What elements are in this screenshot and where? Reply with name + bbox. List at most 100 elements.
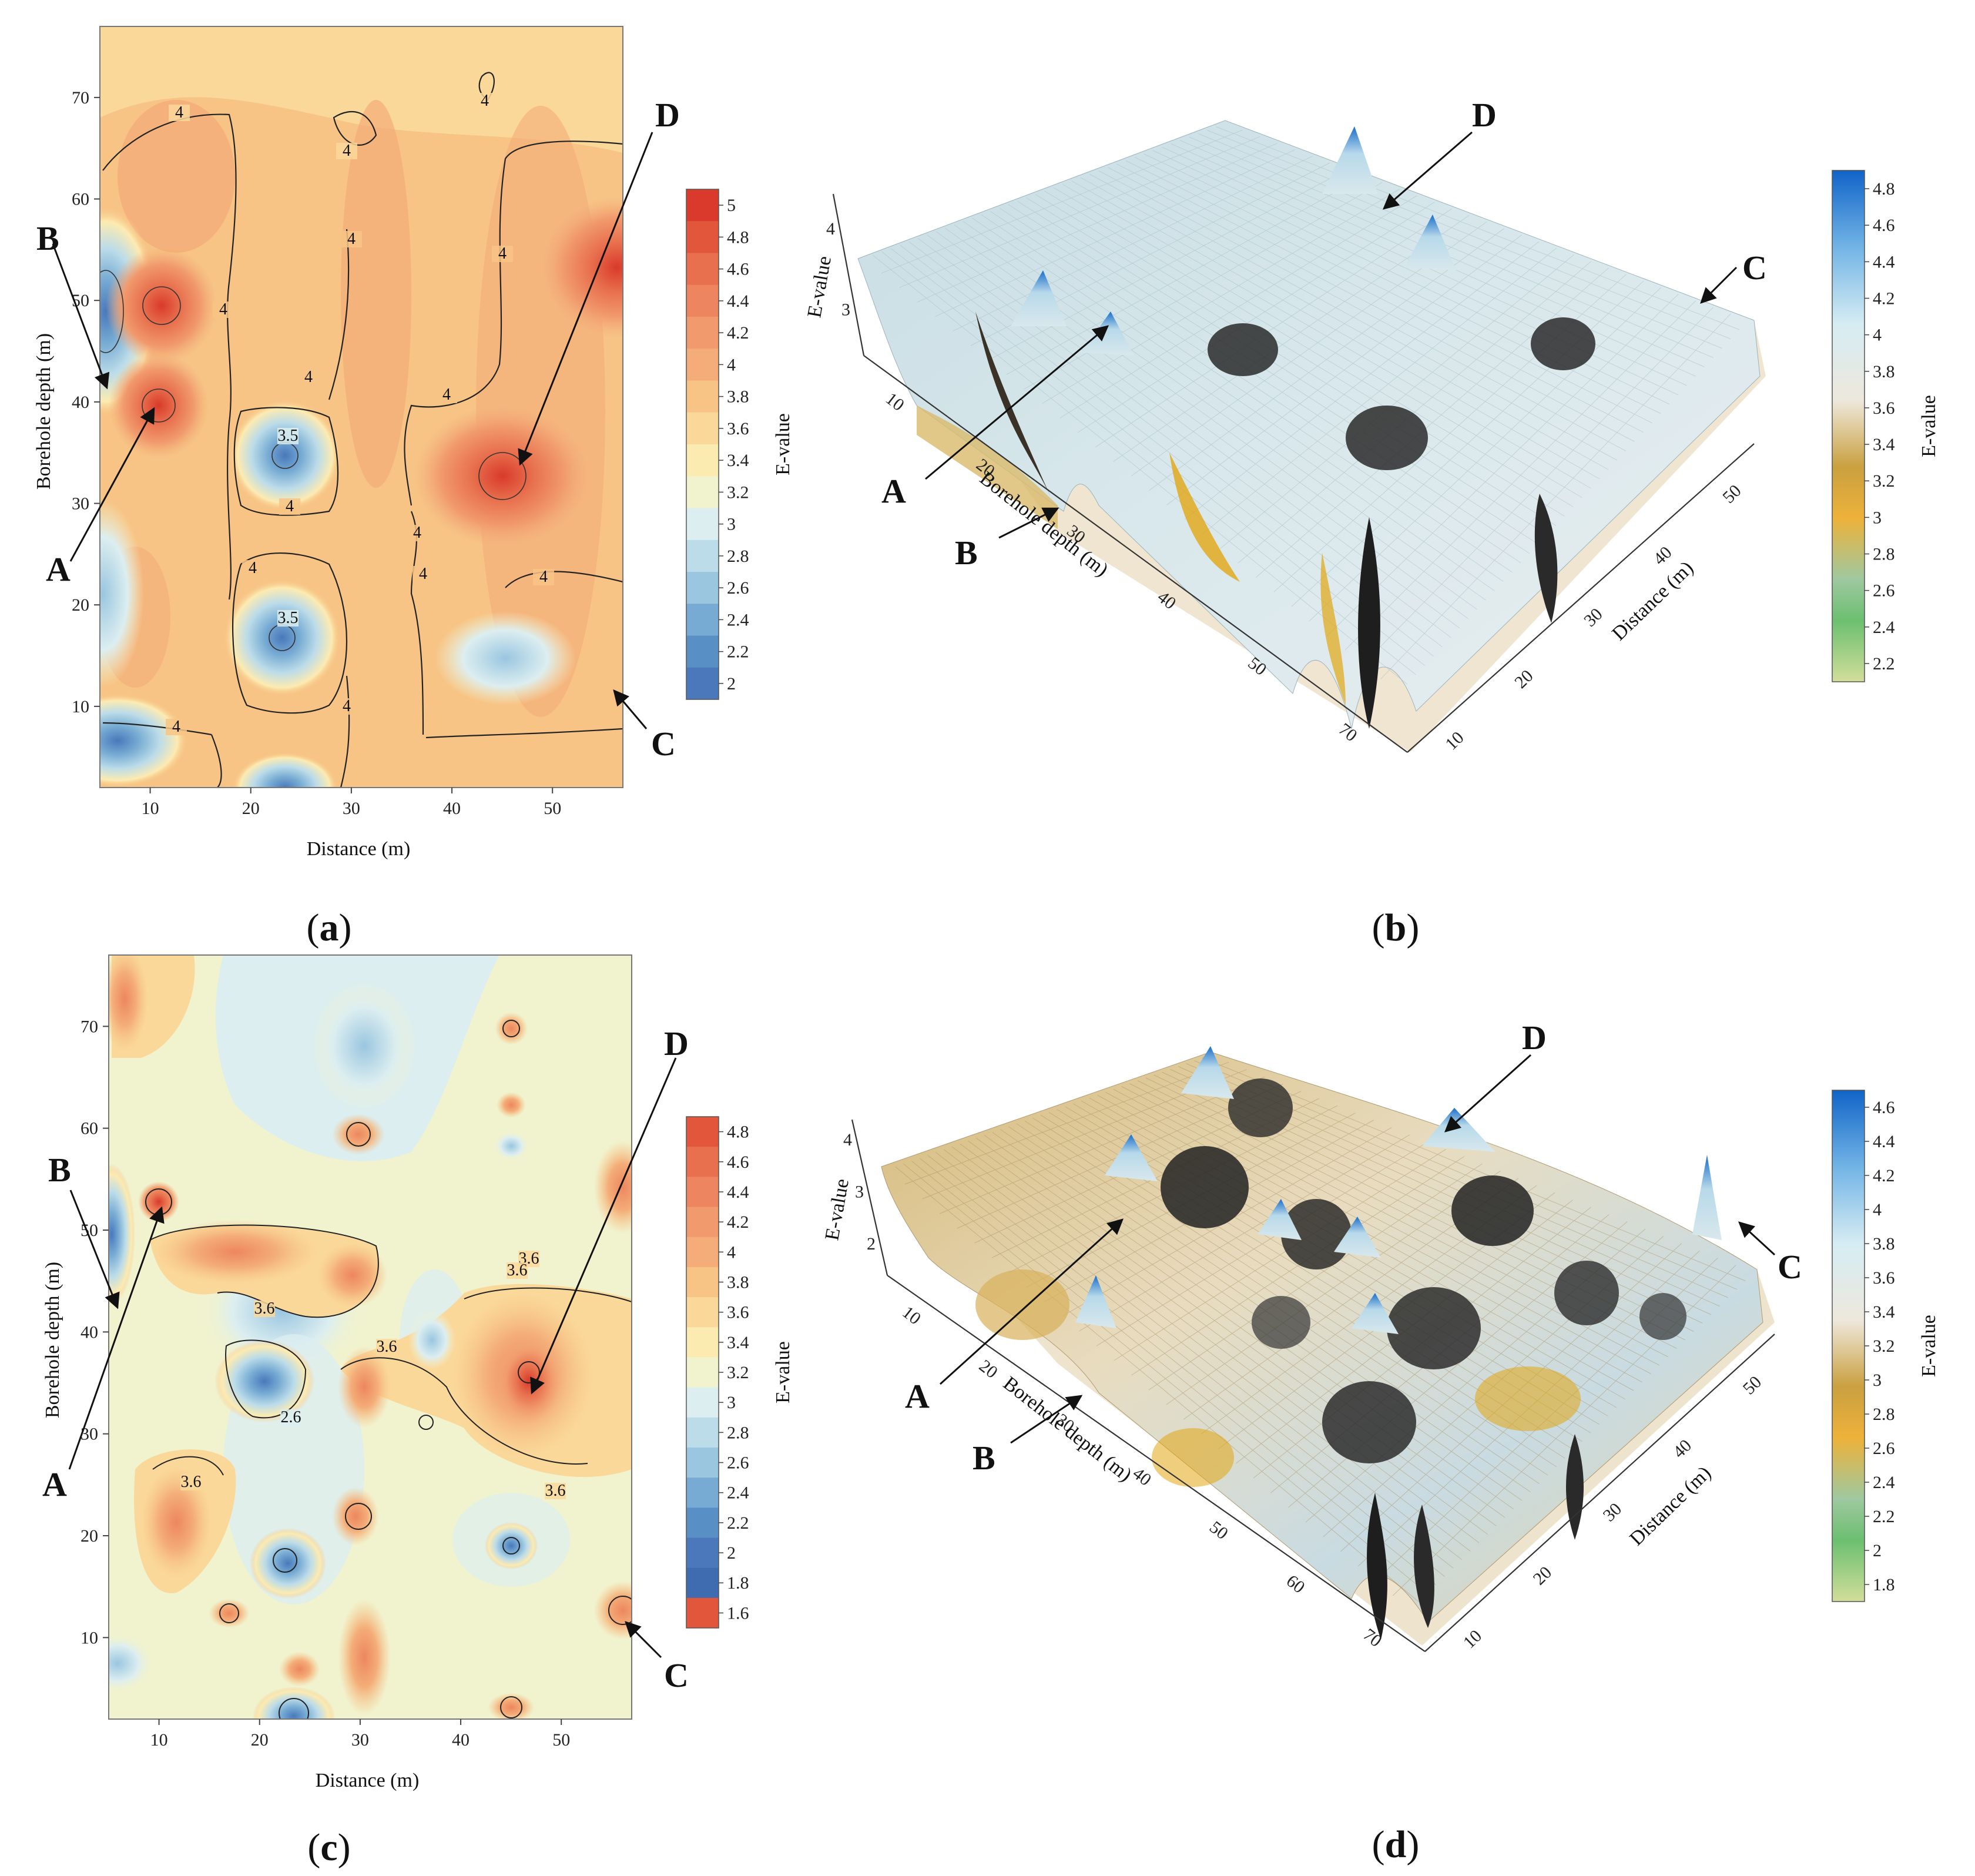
- colorbar-band: [686, 1177, 719, 1208]
- contour-label: 3.5: [278, 609, 299, 627]
- colorbar-band: [686, 1147, 719, 1177]
- mesh-line: [1113, 1089, 1651, 1374]
- colorbar-tick-label: 1.8: [1873, 1575, 1895, 1594]
- colorbar-band: [686, 1567, 719, 1599]
- z-tick-label: 3: [855, 1182, 864, 1202]
- colorbar-tick-label: 2.8: [1873, 1405, 1895, 1424]
- mesh-line: [1024, 182, 1383, 390]
- y-tick-label: 20: [81, 1526, 98, 1546]
- pits-b: [975, 311, 1595, 729]
- colorbar-tick-label: 4: [727, 355, 736, 374]
- colorbar-tick-label: 2.2: [727, 1513, 749, 1533]
- colorbar-b: 4.8 4.6 4.4 4.2 4 3.8 3.6 3.4 3.2 3 2.8 2.6 2.4 2.2 E-…: [1832, 170, 1940, 682]
- colorbar-band: [686, 604, 719, 636]
- contour-label-bg: [413, 566, 434, 582]
- callout-d-A: A: [905, 1377, 930, 1415]
- mesh-line: [1114, 1148, 1447, 1361]
- colorbar-tick-label: 3.4: [727, 1333, 749, 1352]
- colorbar-tick-label: 2.4: [1873, 618, 1895, 637]
- contour-label: 3.6: [545, 1482, 566, 1500]
- colorbar-tick-label: 2.2: [727, 642, 749, 662]
- contour-label-bg: [254, 1301, 275, 1317]
- callout-d-D: D: [1522, 1019, 1547, 1057]
- y-tick-label: 40: [81, 1322, 98, 1342]
- mesh-line: [1042, 189, 1400, 404]
- colorbar-band: [686, 1417, 719, 1448]
- colorbar-tick-label: 4.8: [727, 227, 749, 247]
- contour-label: 4: [419, 565, 427, 583]
- mesh-line: [943, 1149, 1471, 1552]
- colorbar-tick-label: 1.6: [727, 1603, 749, 1623]
- colorbar-band: [686, 1508, 719, 1538]
- mesh-line: [903, 1163, 1428, 1594]
- contour-label-bg: [492, 246, 513, 262]
- x-tick-label: 40: [452, 1730, 470, 1750]
- colorbar-band: [686, 1357, 719, 1388]
- x-tick-label: 20: [251, 1730, 269, 1750]
- callout-b-B: B: [955, 534, 978, 572]
- surface-grid-b: [873, 126, 1740, 685]
- x-axis-title-d: Distance (m): [1625, 1462, 1715, 1550]
- mesh-line: [939, 1076, 1265, 1214]
- mesh-line: [984, 1135, 1514, 1509]
- contour-label: 4: [498, 244, 507, 263]
- colorbar-tick-label: 4: [1873, 1200, 1882, 1220]
- colorbar-tick-label: 3.4: [1873, 435, 1895, 454]
- plot-frame-a: [99, 26, 623, 788]
- z-tick-label: 2: [867, 1234, 876, 1254]
- colorbar-tick-label: 2.6: [1873, 1439, 1895, 1458]
- contour-label: 2.6: [281, 1408, 301, 1426]
- callout-d-B: B: [973, 1439, 995, 1477]
- mesh-line: [1148, 1163, 1483, 1391]
- contour-label-bg: [376, 1339, 397, 1355]
- colorbar-tick-label: 2.4: [727, 1483, 749, 1503]
- colorbar-tick-label: 4.6: [1873, 1098, 1895, 1117]
- colorbar-tick-label: 3.6: [727, 419, 749, 438]
- plot-frame-c: [108, 954, 632, 1720]
- callout-c-C: C: [664, 1656, 689, 1694]
- colorbar-tick-label: 4.2: [1873, 289, 1895, 309]
- z-axis-title-b: E-value: [803, 254, 836, 320]
- y-tick-label: 60: [81, 1119, 98, 1138]
- contour-label-bg: [242, 560, 263, 577]
- colorbar-band: [686, 189, 719, 222]
- y-tick-label: 30: [72, 494, 89, 514]
- callout-b-C: C: [1742, 249, 1767, 287]
- mesh-line: [904, 1061, 1229, 1185]
- callout-a-A: A: [46, 550, 71, 588]
- colorbar-a: 5 4.8 4.6 4.4 4.2 4 3.8 3.6 3.4 3.2 3 2.8 2.6 2.4 2.2 2…: [686, 189, 794, 700]
- colorbar-tick-label: 4.8: [1873, 179, 1895, 199]
- distance-tick-label: 50: [1719, 481, 1745, 507]
- contour-label-bg: [545, 1483, 566, 1499]
- mesh-line: [975, 1137, 1505, 1518]
- contour-label-bg: [279, 498, 300, 515]
- depth-tick-label: 10: [882, 389, 908, 415]
- mesh-line: [881, 129, 1243, 274]
- contour-label: 4: [219, 300, 227, 319]
- contour-label: 3.6: [254, 1299, 275, 1318]
- callout-a-B: B: [36, 219, 59, 257]
- y-tick-label: 40: [72, 393, 89, 412]
- contour-label: 4: [304, 368, 313, 386]
- mesh-line: [1006, 175, 1365, 375]
- contour-label: 3.5: [278, 427, 299, 445]
- colorbar-tick-label: 3.2: [727, 483, 749, 502]
- contour-label-bg: [407, 525, 428, 541]
- colorbar-c: 4.8 4.6 4.4 4.2 4 3.8 3.6 3.4 3.2 3 2.8 2.6 2.4 2.2 2 1…: [686, 1116, 794, 1629]
- colorbar-tick-label: 3.8: [1873, 1234, 1895, 1254]
- x-tick-label: 20: [242, 799, 260, 818]
- contour-labels-c: 3.63.63.63.6 3.62.63.6: [180, 1249, 566, 1500]
- mesh-line: [1079, 1134, 1410, 1332]
- x-axis-title-c: Distance (m): [316, 1770, 420, 1791]
- colorbar-band: [686, 1537, 719, 1569]
- x-tick-label: 50: [544, 799, 561, 818]
- contour-label: 3.6: [181, 1473, 202, 1491]
- mesh-line: [1344, 300, 1696, 651]
- colorbar-tick-label: 2.4: [1873, 1473, 1895, 1492]
- colorbar-tick-label: 3.6: [727, 1303, 749, 1322]
- colorbar-band: [686, 221, 719, 253]
- colorbar-title: E-value: [772, 413, 794, 475]
- axes-frame-b: [832, 193, 1755, 753]
